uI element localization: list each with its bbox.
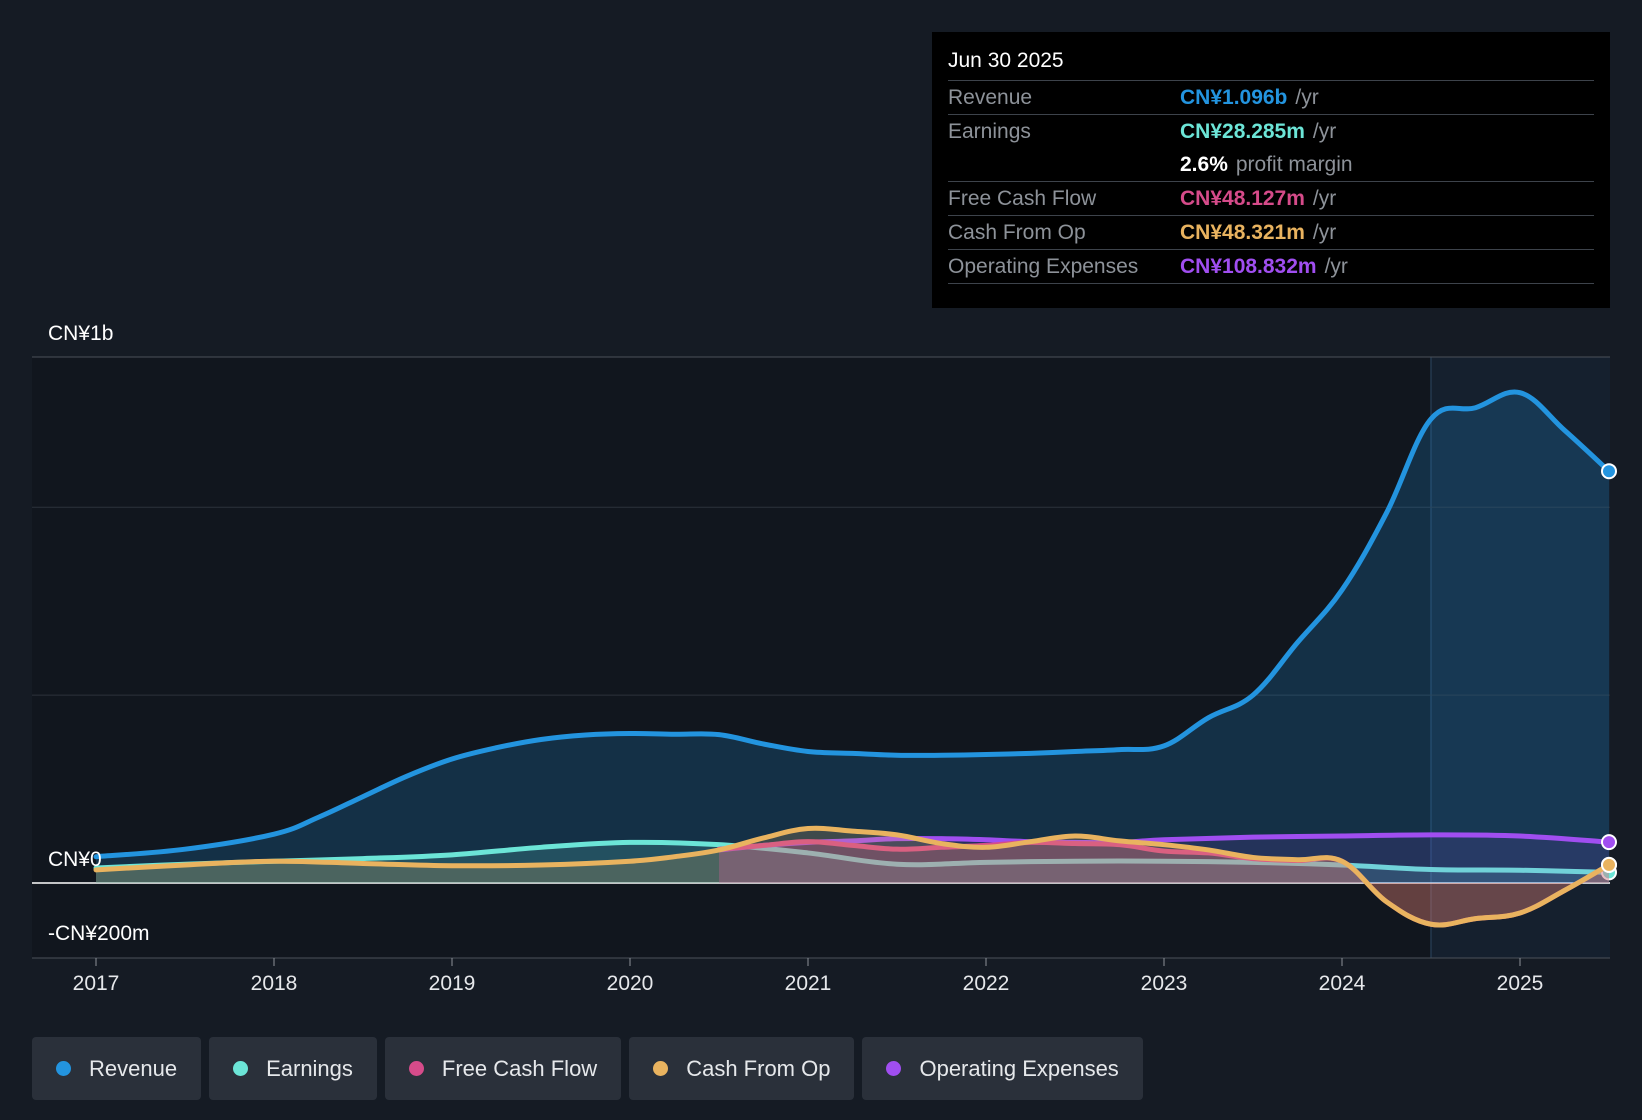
x-tick-label: 2025 xyxy=(1497,972,1544,995)
operating-expenses-end-point xyxy=(1601,834,1617,851)
tooltip-unit: /yr xyxy=(1312,220,1337,244)
tooltip-label: Cash From Op xyxy=(948,220,1086,244)
tooltip-row-profit-margin: 2.6% profit margin xyxy=(948,148,1594,181)
chart-legend: Revenue Earnings Free Cash Flow Cash Fro… xyxy=(32,1037,1143,1100)
legend-item-earnings[interactable]: Earnings xyxy=(209,1037,377,1100)
tooltip-unit: /yr xyxy=(1312,186,1337,210)
x-tick-label: 2022 xyxy=(963,972,1010,995)
tooltip-label: Operating Expenses xyxy=(948,254,1139,278)
tooltip-value-earnings: CN¥28.285m xyxy=(1180,119,1305,143)
legend-dot-icon xyxy=(653,1061,669,1076)
tooltip-unit: /yr xyxy=(1312,119,1337,143)
legend-label: Operating Expenses xyxy=(919,1055,1119,1081)
revenue-end-point xyxy=(1601,463,1617,480)
tooltip-unit: /yr xyxy=(1324,254,1348,278)
tooltip-value-free-cash-flow: CN¥48.127m xyxy=(1180,186,1305,210)
tooltip-row-earnings: Earnings CN¥28.285m /yr xyxy=(948,114,1594,148)
x-tick-label: 2020 xyxy=(607,972,654,995)
revenue-area xyxy=(96,391,1609,883)
cash-from-op-area xyxy=(96,828,1609,926)
x-tick-label: 2023 xyxy=(1141,972,1188,995)
tooltip-value-revenue: CN¥1.096b xyxy=(1180,85,1288,109)
x-tick-label: 2024 xyxy=(1319,972,1366,995)
tooltip-label: Free Cash Flow xyxy=(948,186,1097,210)
tooltip-date: Jun 30 2025 xyxy=(948,49,1064,72)
tooltip-value-operating-expenses: CN¥108.832m xyxy=(1180,254,1317,278)
tooltip-label: Earnings xyxy=(948,119,1031,143)
tooltip-row-operating-expenses: Operating Expenses CN¥108.832m /yr xyxy=(948,249,1594,284)
free-cash-flow-area xyxy=(719,841,1609,926)
plot-background xyxy=(32,357,1610,958)
legend-label: Free Cash Flow xyxy=(441,1055,598,1081)
legend-item-operating-expenses[interactable]: Operating Expenses xyxy=(862,1037,1143,1100)
legend-item-cash-from-op[interactable]: Cash From Op xyxy=(629,1037,855,1100)
legend-dot-icon xyxy=(886,1061,902,1076)
tooltip-unit: profit margin xyxy=(1235,152,1353,176)
tooltip-unit: /yr xyxy=(1295,85,1319,109)
legend-label: Cash From Op xyxy=(686,1055,831,1081)
earnings-area xyxy=(96,842,1609,883)
legend-label: Revenue xyxy=(89,1055,178,1081)
x-tick-label: 2019 xyxy=(429,972,476,995)
cash-from-op-end-point xyxy=(1601,856,1617,873)
legend-item-free-cash-flow[interactable]: Free Cash Flow xyxy=(384,1037,622,1100)
data-tooltip: Jun 30 2025 Revenue CN¥1.096b /yr Earnin… xyxy=(932,32,1610,308)
y-axis-label: -CN¥200m xyxy=(48,922,150,945)
tooltip-value-profit-margin: 2.6% xyxy=(1180,152,1228,176)
x-tick-label: 2017 xyxy=(73,972,120,995)
x-tick-label: 2018 xyxy=(251,972,298,995)
tooltip-row-cash-from-op: Cash From Op CN¥48.321m /yr xyxy=(948,215,1594,249)
legend-label: Earnings xyxy=(266,1055,353,1081)
legend-dot-icon xyxy=(408,1061,424,1076)
legend-dot-icon xyxy=(233,1061,249,1076)
legend-item-revenue[interactable]: Revenue xyxy=(32,1037,202,1100)
y-axis-label: CN¥1b xyxy=(48,322,113,345)
x-tick-label: 2021 xyxy=(785,972,832,995)
y-axis-label: CN¥0 xyxy=(48,848,102,871)
tooltip-row-revenue: Revenue CN¥1.096b /yr xyxy=(948,80,1594,114)
tooltip-label: Revenue xyxy=(948,85,1033,109)
legend-dot-icon xyxy=(56,1061,71,1076)
revenue-line xyxy=(93,389,1612,860)
tooltip-value-cash-from-op: CN¥48.321m xyxy=(1180,220,1305,244)
tooltip-row-free-cash-flow: Free Cash Flow CN¥48.127m /yr xyxy=(948,181,1594,215)
cash-from-op-line xyxy=(93,825,1612,928)
highlight-region xyxy=(1431,357,1610,958)
